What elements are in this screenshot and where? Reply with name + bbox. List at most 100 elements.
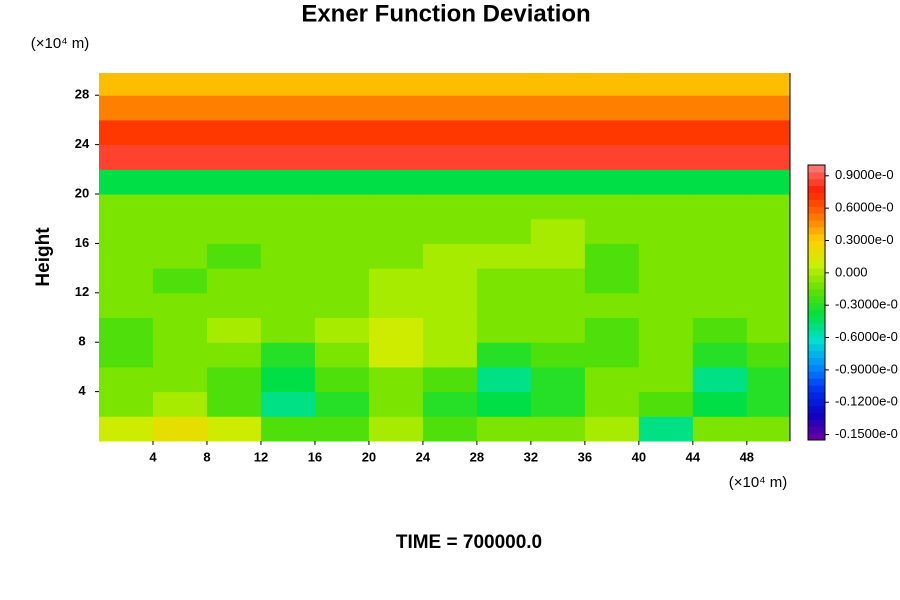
field-cell xyxy=(206,268,262,294)
colorbar-swatch xyxy=(808,412,825,420)
field-cell xyxy=(746,144,791,170)
field-cell xyxy=(746,342,791,368)
field-cell xyxy=(692,317,748,343)
field-cell xyxy=(314,416,370,442)
field-cell xyxy=(746,169,791,195)
colorbar-swatch xyxy=(808,213,825,221)
field-cell xyxy=(692,416,748,442)
field-cell xyxy=(368,119,424,146)
field-cell xyxy=(368,292,424,319)
field-cell xyxy=(368,268,424,294)
colorbar-swatch xyxy=(808,185,825,193)
colorbar-tick-label: -0.6000e-0 xyxy=(835,329,898,344)
field-cell xyxy=(206,342,262,368)
field-cell xyxy=(584,317,640,343)
field-cell xyxy=(530,119,586,146)
field-cell xyxy=(206,218,262,244)
field-cell xyxy=(99,169,154,195)
field-cell xyxy=(584,73,640,96)
colorbar-swatch xyxy=(808,171,825,180)
field-cell xyxy=(746,317,791,343)
colorbar-swatch xyxy=(808,233,825,242)
field-cell xyxy=(638,268,694,294)
chart-title: Exner Function Deviation xyxy=(301,0,590,27)
colorbar-swatch xyxy=(808,275,825,283)
field-cell xyxy=(99,119,154,146)
field-cell xyxy=(152,218,208,244)
field-cell xyxy=(260,119,316,146)
field-cell xyxy=(746,73,791,96)
field-cell xyxy=(584,144,640,170)
field-cell xyxy=(692,366,748,393)
colorbar-swatch xyxy=(808,419,825,427)
field-cell xyxy=(368,391,424,417)
field-cell xyxy=(314,366,370,393)
x-tick-label: 32 xyxy=(524,449,538,464)
field-cell xyxy=(476,194,532,220)
colorbar-tick-label: 0.000 xyxy=(835,264,868,279)
y-tick-label: 20 xyxy=(75,185,89,200)
field-cell xyxy=(314,119,370,146)
colorbar-swatch xyxy=(808,226,825,235)
field-cell xyxy=(152,243,208,269)
colorbar-tick-label: -0.9000e-0 xyxy=(835,361,898,376)
colorbar-swatch xyxy=(808,192,825,200)
field-cell xyxy=(422,366,478,393)
y-tick-label: 16 xyxy=(75,235,89,250)
field-cell xyxy=(692,194,748,220)
field-cell xyxy=(584,218,640,244)
field-cell xyxy=(584,95,640,121)
y-tick-label: 4 xyxy=(78,383,86,398)
colorbar-swatch xyxy=(808,405,825,413)
colorbar-tick-label: -0.1500e-0 xyxy=(835,426,898,441)
field-cell xyxy=(692,73,748,96)
field-cell xyxy=(206,416,262,442)
field-cell xyxy=(530,416,586,442)
field-cell xyxy=(368,243,424,269)
field-cell xyxy=(530,391,586,417)
field-cell xyxy=(638,342,694,368)
colorbar-swatch xyxy=(808,220,825,228)
colorbar-swatch xyxy=(808,302,825,310)
x-tick-label: 20 xyxy=(362,449,376,464)
field-cell xyxy=(746,119,791,146)
field-cell xyxy=(692,95,748,121)
field-cell xyxy=(368,169,424,195)
field-cell xyxy=(638,144,694,170)
colorbar-swatch xyxy=(808,323,825,331)
field-cell xyxy=(206,391,262,417)
field-cell xyxy=(314,243,370,269)
field-cell xyxy=(638,416,694,442)
field-cell xyxy=(422,95,478,121)
field-cell xyxy=(746,391,791,417)
field-cell xyxy=(260,73,316,96)
field-cell xyxy=(152,292,208,319)
colorbar-swatch xyxy=(808,206,825,214)
colorbar-swatch xyxy=(808,385,825,393)
field-cell xyxy=(99,218,154,244)
field-cell xyxy=(260,317,316,343)
x-tick-label: 16 xyxy=(308,449,322,464)
x-tick-label: 28 xyxy=(470,449,484,464)
y-tick-label: 28 xyxy=(75,87,89,102)
x-tick-label: 36 xyxy=(578,449,592,464)
field-cell xyxy=(99,95,154,121)
field-cell xyxy=(260,243,316,269)
field-cell xyxy=(476,169,532,195)
field-cell xyxy=(638,169,694,195)
field-cell xyxy=(99,317,154,343)
field-cell xyxy=(692,144,748,170)
field-cell xyxy=(314,218,370,244)
field-cell xyxy=(422,342,478,368)
x-tick-label: 24 xyxy=(416,449,431,464)
colorbar-swatch xyxy=(808,261,825,269)
field-cell xyxy=(746,194,791,220)
x-tick-label: 40 xyxy=(632,449,646,464)
field-cell xyxy=(530,342,586,368)
field-cell xyxy=(476,243,532,269)
field-cell xyxy=(99,268,154,294)
field-cell xyxy=(260,144,316,170)
field-cell xyxy=(368,73,424,96)
field-cell xyxy=(314,292,370,319)
field-cell xyxy=(638,391,694,417)
